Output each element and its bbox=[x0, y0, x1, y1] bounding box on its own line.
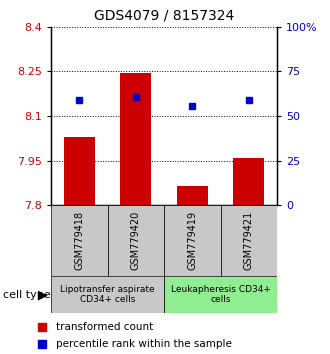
Text: GSM779418: GSM779418 bbox=[74, 211, 84, 270]
Bar bbox=[108, 205, 164, 276]
Text: transformed count: transformed count bbox=[56, 322, 154, 332]
Bar bbox=[51, 205, 108, 276]
Bar bbox=[221, 205, 277, 276]
Text: GSM779420: GSM779420 bbox=[131, 211, 141, 270]
Bar bbox=[120, 73, 151, 205]
Text: cell type: cell type bbox=[3, 290, 51, 300]
Bar bbox=[233, 158, 264, 205]
Text: ▶: ▶ bbox=[38, 288, 48, 301]
Bar bbox=[164, 205, 221, 276]
Text: Lipotransfer aspirate
CD34+ cells: Lipotransfer aspirate CD34+ cells bbox=[60, 285, 155, 304]
Bar bbox=[164, 276, 277, 313]
Text: GSM779421: GSM779421 bbox=[244, 211, 254, 270]
Title: GDS4079 / 8157324: GDS4079 / 8157324 bbox=[94, 8, 234, 23]
Text: percentile rank within the sample: percentile rank within the sample bbox=[56, 339, 232, 349]
Text: GSM779419: GSM779419 bbox=[187, 211, 197, 270]
Text: Leukapheresis CD34+
cells: Leukapheresis CD34+ cells bbox=[171, 285, 271, 304]
Bar bbox=[64, 137, 95, 205]
Bar bbox=[177, 186, 208, 205]
Bar bbox=[51, 276, 164, 313]
